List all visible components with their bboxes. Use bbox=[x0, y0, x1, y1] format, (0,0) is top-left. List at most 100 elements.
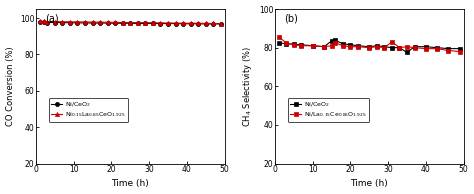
Ni/CeO$_2$ bbox=[283, 43, 289, 45]
Ni/CeO$_2$ bbox=[158, 23, 164, 25]
Ni$_{0.15}$La$_{0.85}$CeO$_{1.925}$ bbox=[112, 21, 118, 23]
Ni/CeO$_2$ bbox=[310, 45, 316, 47]
Ni/CeO$_2$ bbox=[52, 21, 58, 24]
Ni/CeO$_2$ bbox=[210, 23, 216, 25]
Ni$_{0.15}$La$_{0.85}$CeO$_{1.925}$ bbox=[173, 22, 178, 24]
Ni/La$_{0.15}$Ce$_{0.85}$O$_{1.925}$ bbox=[276, 36, 282, 38]
Ni$_{0.15}$La$_{0.85}$CeO$_{1.925}$ bbox=[120, 21, 126, 24]
Ni/CeO$_2$ bbox=[355, 45, 361, 47]
Ni/CeO$_2$ bbox=[37, 21, 43, 23]
Ni$_{0.15}$La$_{0.85}$CeO$_{1.925}$ bbox=[52, 20, 58, 23]
Ni$_{0.15}$La$_{0.85}$CeO$_{1.925}$ bbox=[218, 23, 224, 25]
Y-axis label: CO Conversion (%): CO Conversion (%) bbox=[6, 47, 15, 126]
Text: (b): (b) bbox=[284, 14, 298, 24]
Ni/CeO$_2$ bbox=[389, 47, 395, 49]
Ni/CeO$_2$ bbox=[404, 51, 410, 54]
Ni/CeO$_2$ bbox=[128, 22, 133, 24]
Ni$_{0.15}$La$_{0.85}$CeO$_{1.925}$ bbox=[97, 21, 103, 23]
Ni$_{0.15}$La$_{0.85}$CeO$_{1.925}$ bbox=[188, 22, 193, 24]
Ni$_{0.15}$La$_{0.85}$CeO$_{1.925}$ bbox=[82, 21, 88, 23]
Ni/CeO$_2$ bbox=[218, 23, 224, 25]
Ni/CeO$_2$ bbox=[366, 46, 372, 48]
Ni/CeO$_2$ bbox=[74, 22, 80, 24]
Ni/CeO$_2$ bbox=[105, 22, 110, 24]
Ni$_{0.15}$La$_{0.85}$CeO$_{1.925}$ bbox=[90, 21, 95, 23]
Ni$_{0.15}$La$_{0.85}$CeO$_{1.925}$ bbox=[158, 22, 164, 24]
Ni/La$_{0.15}$Ce$_{0.85}$O$_{1.925}$ bbox=[434, 48, 440, 50]
Ni/La$_{0.15}$Ce$_{0.85}$O$_{1.925}$ bbox=[283, 42, 289, 44]
Ni$_{0.15}$La$_{0.85}$CeO$_{1.925}$ bbox=[135, 22, 141, 24]
Ni/CeO$_2$ bbox=[329, 40, 335, 42]
Y-axis label: CH$_4$ Selectivity (%): CH$_4$ Selectivity (%) bbox=[241, 46, 254, 127]
Ni/La$_{0.15}$Ce$_{0.85}$O$_{1.925}$ bbox=[347, 46, 353, 48]
Ni$_{0.15}$La$_{0.85}$CeO$_{1.925}$ bbox=[45, 20, 50, 23]
Ni/CeO$_2$ bbox=[45, 21, 50, 24]
Ni/CeO$_2$ bbox=[434, 47, 440, 49]
Ni/La$_{0.15}$Ce$_{0.85}$O$_{1.925}$ bbox=[321, 46, 327, 48]
Ni$_{0.15}$La$_{0.85}$CeO$_{1.925}$ bbox=[195, 22, 201, 24]
Ni/CeO$_2$ bbox=[180, 23, 186, 25]
Ni$_{0.15}$La$_{0.85}$CeO$_{1.925}$ bbox=[210, 22, 216, 25]
Ni$_{0.15}$La$_{0.85}$CeO$_{1.925}$ bbox=[67, 21, 73, 23]
Ni/La$_{0.15}$Ce$_{0.85}$O$_{1.925}$ bbox=[310, 45, 316, 47]
Ni/CeO$_2$ bbox=[397, 47, 402, 49]
Ni/La$_{0.15}$Ce$_{0.85}$O$_{1.925}$ bbox=[382, 47, 387, 49]
Ni/CeO$_2$ bbox=[143, 22, 148, 25]
Ni/CeO$_2$ bbox=[340, 43, 346, 45]
Ni/CeO$_2$ bbox=[321, 46, 327, 48]
Ni/La$_{0.15}$Ce$_{0.85}$O$_{1.925}$ bbox=[457, 50, 463, 53]
Ni/CeO$_2$ bbox=[332, 39, 338, 42]
Ni/CeO$_2$ bbox=[423, 46, 428, 48]
Ni$_{0.15}$La$_{0.85}$CeO$_{1.925}$ bbox=[74, 21, 80, 23]
Ni/CeO$_2$ bbox=[203, 23, 209, 25]
Ni/CeO$_2$ bbox=[82, 22, 88, 24]
Ni/CeO$_2$ bbox=[291, 43, 297, 45]
Ni/La$_{0.15}$Ce$_{0.85}$O$_{1.925}$ bbox=[329, 45, 335, 47]
Ni/CeO$_2$ bbox=[41, 21, 46, 23]
Ni/La$_{0.15}$Ce$_{0.85}$O$_{1.925}$ bbox=[423, 48, 428, 50]
Ni/La$_{0.15}$Ce$_{0.85}$O$_{1.925}$ bbox=[446, 49, 451, 52]
Ni/CeO$_2$ bbox=[97, 22, 103, 24]
Ni$_{0.15}$La$_{0.85}$CeO$_{1.925}$ bbox=[165, 22, 171, 24]
Line: Ni/CeO$_2$: Ni/CeO$_2$ bbox=[277, 38, 462, 55]
Ni/La$_{0.15}$Ce$_{0.85}$O$_{1.925}$ bbox=[299, 45, 304, 47]
Ni/La$_{0.15}$Ce$_{0.85}$O$_{1.925}$ bbox=[366, 47, 372, 49]
Ni$_{0.15}$La$_{0.85}$CeO$_{1.925}$ bbox=[203, 22, 209, 25]
Ni$_{0.15}$La$_{0.85}$CeO$_{1.925}$ bbox=[143, 22, 148, 24]
Ni/CeO$_2$ bbox=[60, 22, 65, 24]
Line: Ni$_{0.15}$La$_{0.85}$CeO$_{1.925}$: Ni$_{0.15}$La$_{0.85}$CeO$_{1.925}$ bbox=[38, 19, 223, 26]
Ni$_{0.15}$La$_{0.85}$CeO$_{1.925}$ bbox=[37, 20, 43, 22]
Ni$_{0.15}$La$_{0.85}$CeO$_{1.925}$ bbox=[180, 22, 186, 24]
Ni/La$_{0.15}$Ce$_{0.85}$O$_{1.925}$ bbox=[404, 46, 410, 48]
Text: (a): (a) bbox=[46, 14, 59, 24]
Ni$_{0.15}$La$_{0.85}$CeO$_{1.925}$ bbox=[105, 21, 110, 23]
Ni/CeO$_2$ bbox=[446, 48, 451, 50]
Ni/La$_{0.15}$Ce$_{0.85}$O$_{1.925}$ bbox=[397, 47, 402, 49]
Ni/CeO$_2$ bbox=[165, 23, 171, 25]
Ni/CeO$_2$ bbox=[457, 48, 463, 50]
Ni/La$_{0.15}$Ce$_{0.85}$O$_{1.925}$ bbox=[374, 46, 380, 48]
Ni/CeO$_2$ bbox=[276, 42, 282, 44]
Ni/CeO$_2$ bbox=[120, 22, 126, 24]
Ni/CeO$_2$ bbox=[188, 23, 193, 25]
Ni/La$_{0.15}$Ce$_{0.85}$O$_{1.925}$ bbox=[291, 44, 297, 46]
Ni/CeO$_2$ bbox=[299, 44, 304, 46]
Ni/CeO$_2$ bbox=[412, 46, 418, 48]
Ni/La$_{0.15}$Ce$_{0.85}$O$_{1.925}$ bbox=[332, 42, 338, 44]
X-axis label: Time (h): Time (h) bbox=[350, 179, 388, 188]
Ni/La$_{0.15}$Ce$_{0.85}$O$_{1.925}$ bbox=[340, 45, 346, 47]
Ni/CeO$_2$ bbox=[195, 23, 201, 25]
Ni/CeO$_2$ bbox=[173, 23, 178, 25]
X-axis label: Time (h): Time (h) bbox=[111, 179, 149, 188]
Line: Ni/La$_{0.15}$Ce$_{0.85}$O$_{1.925}$: Ni/La$_{0.15}$Ce$_{0.85}$O$_{1.925}$ bbox=[277, 35, 462, 54]
Ni/CeO$_2$ bbox=[90, 22, 95, 24]
Legend: Ni/CeO$_2$, Ni/La$_{0.15}$Ce$_{0.85}$O$_{1.925}$: Ni/CeO$_2$, Ni/La$_{0.15}$Ce$_{0.85}$O$_… bbox=[288, 98, 369, 122]
Ni/La$_{0.15}$Ce$_{0.85}$O$_{1.925}$ bbox=[412, 47, 418, 49]
Ni/CeO$_2$ bbox=[382, 46, 387, 48]
Ni$_{0.15}$La$_{0.85}$CeO$_{1.925}$ bbox=[41, 20, 46, 23]
Ni/La$_{0.15}$Ce$_{0.85}$O$_{1.925}$ bbox=[355, 46, 361, 48]
Ni/La$_{0.15}$Ce$_{0.85}$O$_{1.925}$ bbox=[389, 41, 395, 43]
Ni/CeO$_2$ bbox=[374, 45, 380, 47]
Legend: Ni/CeO$_2$, Ni$_{0.15}$La$_{0.85}$CeO$_{1.925}$: Ni/CeO$_2$, Ni$_{0.15}$La$_{0.85}$CeO$_{… bbox=[48, 98, 128, 122]
Ni$_{0.15}$La$_{0.85}$CeO$_{1.925}$ bbox=[150, 22, 156, 24]
